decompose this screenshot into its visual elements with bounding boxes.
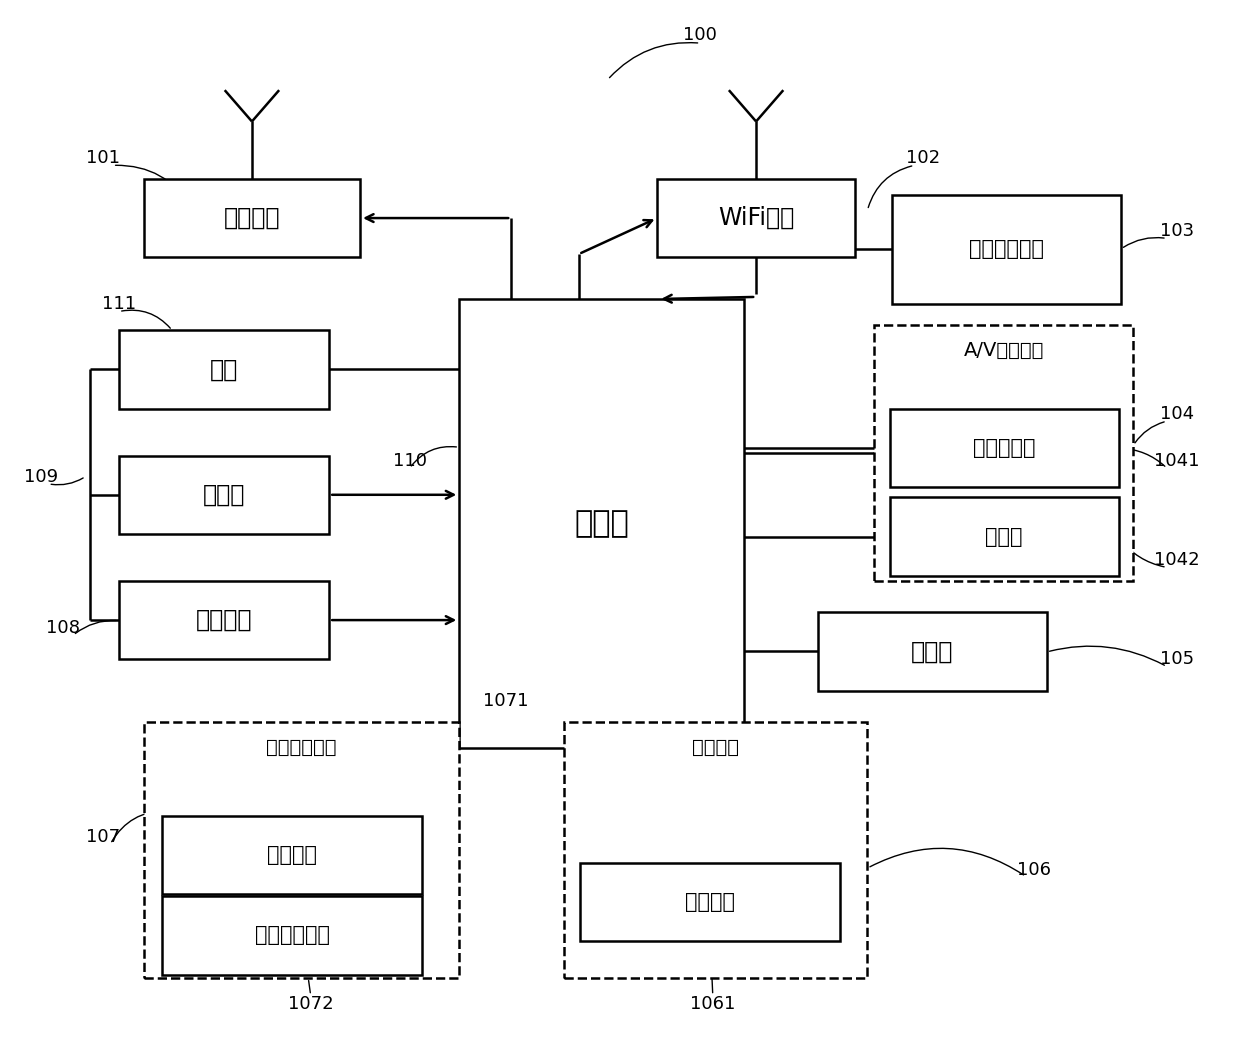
Bar bbox=[144, 721, 459, 978]
Text: 1071: 1071 bbox=[484, 692, 529, 710]
Text: 电源: 电源 bbox=[210, 357, 238, 381]
Bar bbox=[162, 816, 422, 894]
Text: 用户输入单元: 用户输入单元 bbox=[267, 737, 337, 757]
Text: 101: 101 bbox=[86, 149, 120, 168]
Bar bbox=[119, 330, 330, 408]
Bar bbox=[874, 326, 1133, 581]
Text: 传感器: 传感器 bbox=[911, 640, 954, 664]
Bar bbox=[893, 195, 1121, 305]
Text: 显示单元: 显示单元 bbox=[692, 737, 739, 757]
Text: 显示面板: 显示面板 bbox=[686, 892, 735, 912]
Text: 105: 105 bbox=[1159, 650, 1194, 668]
Text: 音频输出单元: 音频输出单元 bbox=[970, 240, 1044, 260]
Text: 存储器: 存储器 bbox=[203, 483, 246, 507]
Text: WiFi模块: WiFi模块 bbox=[718, 206, 794, 230]
Text: 触控面板: 触控面板 bbox=[267, 845, 317, 865]
Text: 射频单元: 射频单元 bbox=[223, 206, 280, 230]
Bar bbox=[818, 612, 1047, 691]
Text: 111: 111 bbox=[102, 295, 136, 313]
Text: 110: 110 bbox=[393, 452, 427, 470]
Text: A/V输入单元: A/V输入单元 bbox=[963, 340, 1044, 360]
Bar bbox=[162, 896, 422, 975]
Text: 106: 106 bbox=[1018, 862, 1052, 879]
Text: 1061: 1061 bbox=[691, 995, 735, 1012]
Bar bbox=[144, 179, 360, 258]
Text: 108: 108 bbox=[46, 619, 81, 637]
Text: 其他输入设备: 其他输入设备 bbox=[254, 926, 330, 945]
Text: 接口单元: 接口单元 bbox=[196, 608, 252, 632]
Text: 图形处理器: 图形处理器 bbox=[973, 438, 1035, 458]
Bar bbox=[459, 299, 744, 748]
Bar bbox=[119, 581, 330, 660]
Bar bbox=[890, 408, 1118, 487]
Bar bbox=[657, 179, 856, 258]
Text: 104: 104 bbox=[1159, 405, 1194, 423]
Text: 100: 100 bbox=[683, 26, 718, 44]
Text: 1042: 1042 bbox=[1154, 551, 1199, 570]
Text: 麦克风: 麦克风 bbox=[986, 527, 1023, 547]
Text: 1041: 1041 bbox=[1154, 452, 1199, 470]
Text: 1072: 1072 bbox=[288, 995, 334, 1012]
Bar bbox=[890, 497, 1118, 576]
Text: 处理器: 处理器 bbox=[574, 509, 629, 538]
Text: 109: 109 bbox=[24, 468, 58, 486]
Text: 107: 107 bbox=[86, 828, 120, 846]
Bar bbox=[580, 863, 841, 941]
Text: 102: 102 bbox=[906, 149, 940, 168]
Bar bbox=[119, 455, 330, 534]
Text: 103: 103 bbox=[1159, 222, 1194, 240]
Bar bbox=[564, 721, 868, 978]
